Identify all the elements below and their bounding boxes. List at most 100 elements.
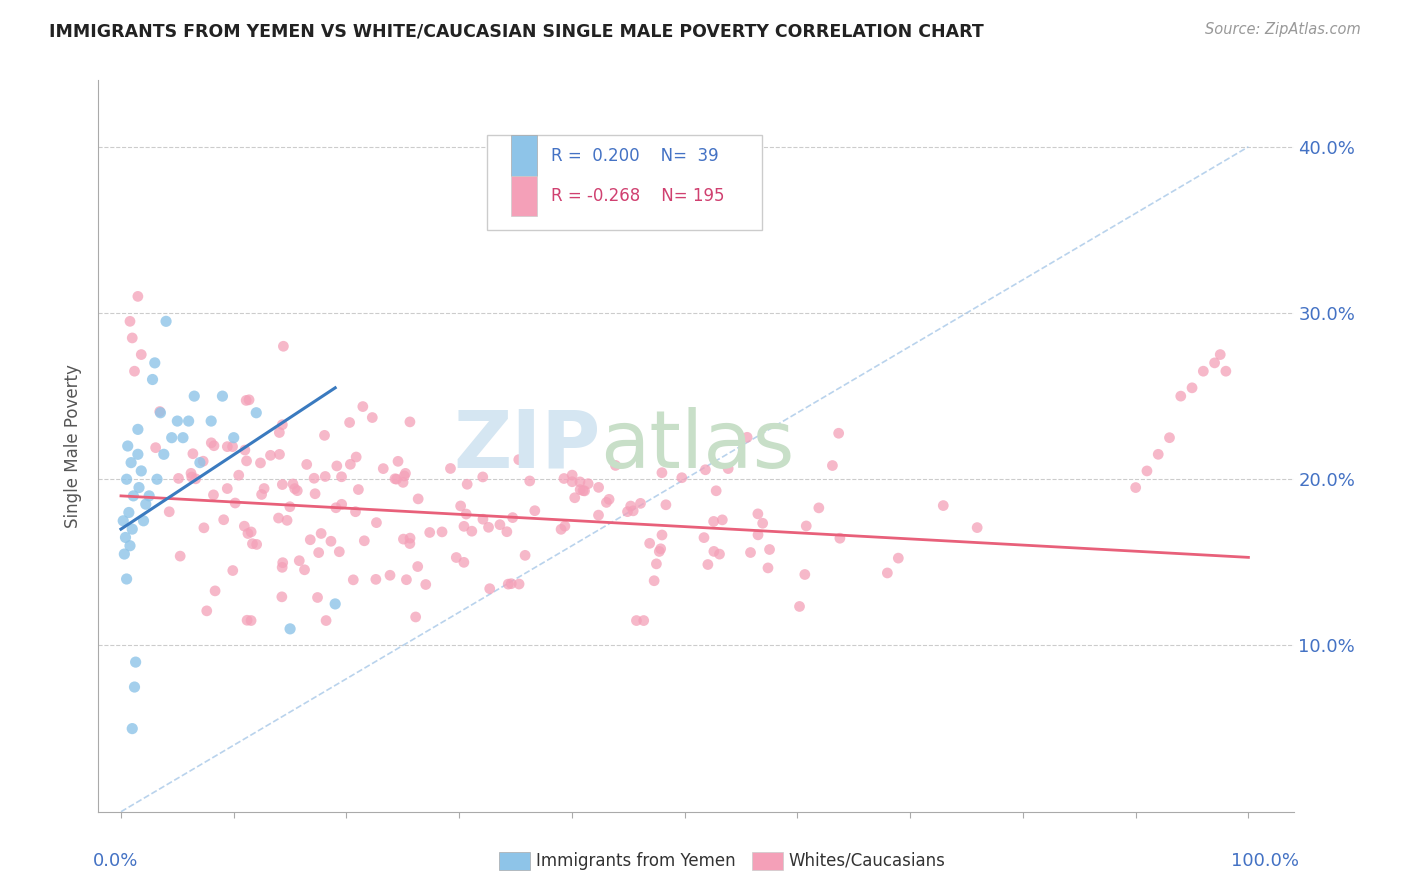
Point — [561, 468, 583, 483]
Point — [146, 472, 169, 486]
Point — [308, 546, 330, 560]
Point — [471, 512, 494, 526]
Point — [807, 500, 830, 515]
Point — [314, 469, 336, 483]
Point — [200, 414, 222, 428]
Point — [120, 456, 142, 470]
Point — [117, 439, 139, 453]
Point — [181, 447, 204, 461]
Point — [124, 364, 146, 378]
Point — [211, 389, 233, 403]
Point — [149, 406, 172, 420]
Point — [177, 414, 200, 428]
Text: R =  0.200    N=  39: R = 0.200 N= 39 — [551, 146, 718, 164]
Point — [304, 487, 326, 501]
Point — [224, 496, 246, 510]
Bar — [510, 176, 537, 216]
Point — [453, 519, 475, 533]
Point — [127, 422, 149, 436]
Point — [887, 551, 910, 566]
Point — [278, 500, 301, 514]
Point — [693, 531, 716, 545]
Point — [166, 414, 188, 428]
Point — [1181, 381, 1204, 395]
Point — [323, 597, 346, 611]
Point — [630, 496, 652, 510]
Point — [655, 498, 678, 512]
Point — [127, 289, 149, 303]
Point — [127, 447, 149, 461]
Point — [392, 475, 415, 490]
Point — [717, 461, 740, 475]
Point — [184, 472, 207, 486]
Point — [153, 447, 176, 461]
Point — [384, 472, 406, 486]
Point — [285, 483, 308, 498]
Point — [711, 513, 734, 527]
Text: Source: ZipAtlas.com: Source: ZipAtlas.com — [1205, 22, 1361, 37]
Point — [572, 483, 595, 498]
Point — [267, 511, 290, 525]
Point — [315, 614, 337, 628]
Point — [415, 577, 437, 591]
Point — [1159, 431, 1181, 445]
Point — [145, 441, 167, 455]
Point — [344, 450, 367, 464]
Point — [128, 481, 150, 495]
Point — [281, 477, 304, 491]
Point — [406, 559, 429, 574]
Point — [471, 470, 494, 484]
Point — [314, 428, 336, 442]
Point — [406, 491, 429, 506]
Bar — [510, 136, 537, 176]
Point — [650, 541, 672, 556]
Point — [221, 440, 243, 454]
Text: R = -0.268    N= 195: R = -0.268 N= 195 — [551, 187, 725, 205]
Point — [253, 482, 276, 496]
Point — [195, 604, 218, 618]
Point — [250, 487, 273, 501]
Point — [378, 568, 401, 582]
Point — [112, 547, 135, 561]
Point — [118, 539, 141, 553]
Point — [228, 468, 250, 483]
Text: atlas: atlas — [600, 407, 794, 485]
Point — [554, 519, 576, 533]
Point — [155, 314, 177, 328]
Point — [240, 524, 263, 539]
Point — [621, 504, 644, 518]
Point — [1125, 481, 1147, 495]
Point — [143, 356, 166, 370]
Point — [249, 456, 271, 470]
Point — [193, 454, 215, 468]
Point — [405, 610, 427, 624]
Point — [645, 557, 668, 571]
Point — [827, 426, 849, 441]
Point — [326, 458, 349, 473]
Point — [236, 526, 259, 541]
Point — [789, 599, 811, 614]
Point — [399, 415, 422, 429]
Point — [118, 506, 141, 520]
Point — [704, 483, 727, 498]
Point — [183, 389, 205, 403]
Point — [616, 505, 638, 519]
Point — [1215, 364, 1237, 378]
Point — [366, 516, 388, 530]
Point — [157, 505, 180, 519]
Point — [1136, 464, 1159, 478]
Point — [328, 545, 350, 559]
Point — [233, 519, 256, 533]
Point — [495, 524, 517, 539]
Point — [550, 522, 572, 536]
Point — [569, 483, 592, 497]
Point — [709, 547, 731, 561]
Point — [399, 531, 422, 545]
Point — [353, 533, 375, 548]
Point — [124, 655, 146, 669]
Point — [302, 471, 325, 485]
Point — [259, 448, 281, 462]
Point — [246, 537, 269, 551]
Point — [564, 491, 586, 505]
Point — [273, 339, 295, 353]
